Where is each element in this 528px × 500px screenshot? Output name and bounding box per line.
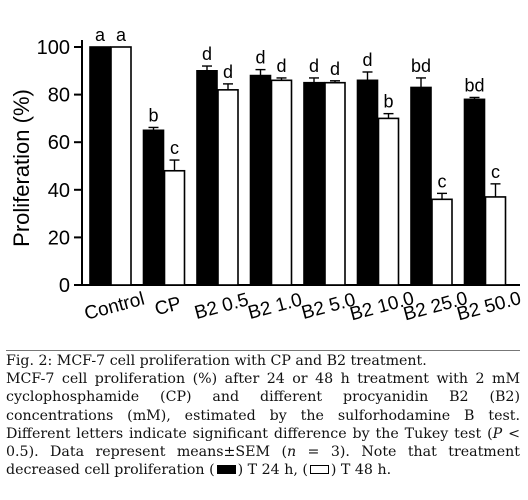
bar-t48-0 (110, 46, 132, 286)
category-label-3: B2 1.0 (246, 289, 305, 324)
bar-t24-1 (142, 129, 165, 286)
significance-letter-t48-7: c (491, 162, 500, 182)
y-tick-label: 0 (59, 275, 70, 297)
significance-letter-t24-0: a (95, 25, 106, 45)
significance-letter-t48-0: a (116, 25, 127, 45)
caption-p-text: < 0.5). Data represent means±SEM ( (6, 425, 520, 461)
bar-t48-5 (377, 117, 400, 286)
y-tick-label: 40 (48, 180, 70, 202)
bar-t24-5 (356, 79, 379, 286)
caption-divider (6, 350, 520, 351)
y-axis-title: Proliferation (%) (9, 89, 34, 247)
bar-t48-7 (484, 196, 507, 286)
figure-caption: Fig. 2: MCF-7 cell proliferation with CP… (6, 350, 520, 496)
legend-swatch-24h (216, 464, 236, 474)
bar-t48-4 (324, 81, 346, 286)
significance-letter-t48-4: d (330, 59, 340, 79)
caption-legend-48h: ) T 48 h. (330, 462, 392, 479)
category-label-0: Control (82, 289, 147, 325)
bar-t24-4 (303, 81, 325, 286)
axes (74, 40, 520, 286)
significance-letter-t24-2: d (202, 44, 212, 64)
caption-legend-open: ( (209, 462, 215, 479)
legend-swatch-48h (309, 464, 329, 474)
significance-letter-t48-6: c (438, 171, 447, 191)
bar-t24-3 (249, 74, 272, 286)
y-tick-label: 80 (48, 85, 70, 107)
caption-body: MCF-7 cell proliferation (%) after 24 or… (6, 370, 520, 479)
category-label-1: CP (153, 293, 184, 320)
significance-letter-t24-3: d (255, 48, 265, 68)
significance-letter-t48-2: d (223, 62, 233, 82)
caption-body-main: MCF-7 cell proliferation (%) after 24 or… (6, 371, 520, 442)
y-tick-label: 100 (37, 37, 70, 59)
caption-n-text: = 3). Note that treatment decreased cell… (6, 444, 520, 479)
caption-p-symbol: P (492, 425, 503, 442)
caption-n-symbol: n (287, 444, 297, 461)
bar-t48-3 (270, 79, 293, 286)
bar-t24-2 (196, 70, 218, 286)
bar-t24-6 (410, 86, 432, 286)
caption-title: Fig. 2: MCF-7 cell proliferation with CP… (6, 353, 427, 369)
bar-t24-7 (463, 98, 486, 286)
significance-letter-t24-5: d (362, 50, 372, 70)
y-tick-label: 20 (48, 227, 70, 249)
bar-t48-2 (217, 89, 239, 286)
significance-letter-t24-4: d (309, 56, 319, 76)
y-tick-label: 60 (48, 132, 70, 154)
significance-letter-t24-7: bd (464, 75, 484, 95)
caption-legend-24h: ) T 24 h, ( (237, 462, 308, 479)
bar-t48-6 (431, 198, 453, 286)
significance-letter-t48-5: b (383, 92, 393, 112)
significance-letter-t24-6: bd (411, 56, 431, 76)
bar-t24-0 (89, 46, 111, 286)
significance-letter-t48-1: c (170, 138, 179, 158)
significance-letter-t24-1: b (148, 105, 158, 125)
bar-t48-1 (163, 169, 186, 286)
significance-letter-t48-3: d (276, 56, 286, 76)
category-label-2: B2 0.5 (192, 289, 251, 324)
bars (89, 46, 507, 286)
